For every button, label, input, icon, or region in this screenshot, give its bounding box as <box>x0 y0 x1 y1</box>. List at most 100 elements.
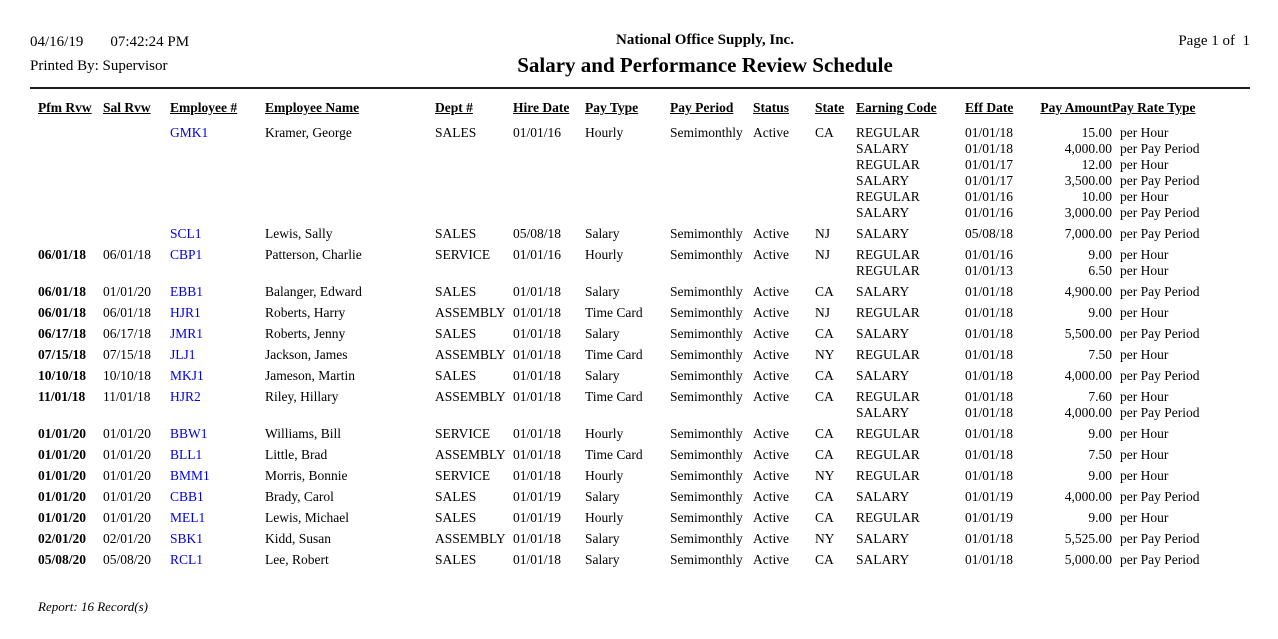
employee-id-link[interactable]: JMR1 <box>170 326 204 341</box>
employee-id-link[interactable]: SBK1 <box>170 531 204 546</box>
pfm-review-date <box>38 125 103 226</box>
pay-type: Salary <box>585 284 620 299</box>
schedule-table: Pfm Rvw Sal Rvw Employee # Employee Name Dep… <box>38 100 1242 573</box>
table-row: 06/01/18 01/01/20 EBB1 Balanger, Edward SALE… <box>38 284 1242 305</box>
earning-code: SALARY <box>856 205 910 220</box>
dept-number: SALES <box>435 125 477 140</box>
employee-id-link[interactable]: GMK1 <box>170 125 209 140</box>
employee-id-link[interactable]: JLJ1 <box>170 347 196 362</box>
pay-type: Salary <box>585 226 620 241</box>
earning-code-cell: REGULAR SALARY <box>856 389 965 426</box>
employee-name: Morris, Bonnie <box>265 468 348 483</box>
pfm-review-date: 01/01/20 <box>38 489 87 504</box>
earning-eff-date: 01/01/17 <box>965 173 1014 188</box>
earning-code-cell: SALARY <box>856 531 965 552</box>
pfm-review-date: 06/01/18 <box>38 305 87 320</box>
pfm-review-date: 05/08/20 <box>38 552 87 567</box>
dept-number: ASSEMBLY <box>435 389 506 404</box>
pay-type: Salary <box>585 552 620 567</box>
earning-code-cell: REGULAR <box>856 305 965 326</box>
pfm-review-date: 01/01/20 <box>38 447 87 462</box>
employee-id-link[interactable]: MEL1 <box>170 510 206 525</box>
state: NY <box>815 468 835 483</box>
column-header-label: Earning Code <box>856 100 937 115</box>
hire-date: 01/01/19 <box>513 510 562 525</box>
state: CA <box>815 510 834 525</box>
employee-id-link[interactable]: BBW1 <box>170 426 208 441</box>
earning-pay-rate-type: per Pay Period <box>1120 173 1200 188</box>
column-header-pfm-rvw: Pfm Rvw <box>38 100 103 125</box>
status: Active <box>753 531 789 546</box>
employee-id-link[interactable]: EBB1 <box>170 284 204 299</box>
pay-type: Salary <box>585 326 620 341</box>
earning-pay-rate-type-cell: per Pay Period <box>1112 368 1242 389</box>
employee-id-link[interactable]: BLL1 <box>170 447 203 462</box>
employee-id-link[interactable]: CBP1 <box>170 247 203 262</box>
employee-name: Roberts, Jenny <box>265 326 346 341</box>
pay-type: Salary <box>585 368 620 383</box>
earning-code: SALARY <box>856 141 910 156</box>
earning-pay-rate-type: per Pay Period <box>1120 226 1200 241</box>
employee-name: Lee, Robert <box>265 552 329 567</box>
pay-type: Time Card <box>585 447 643 462</box>
earning-pay-amount-cell: 9.00 <box>1035 510 1112 531</box>
table-row: 01/01/20 01/01/20 BBW1 Williams, Bill SERVIC… <box>38 426 1242 447</box>
earning-pay-rate-type-cell: per Hour <box>1112 426 1242 447</box>
report-title: Salary and Performance Review Schedule <box>517 53 893 77</box>
earning-pay-amount: 5,525.00 <box>1064 531 1112 546</box>
earning-pay-amount-cell: 7.50 <box>1035 447 1112 468</box>
earning-pay-rate-type-cell: per Hour per Hour <box>1112 247 1242 284</box>
employee-id-link[interactable]: BMM1 <box>170 468 210 483</box>
earning-code: SALARY <box>856 226 910 241</box>
pay-type: Salary <box>585 531 620 546</box>
earning-eff-date: 01/01/18 <box>965 426 1014 441</box>
earning-eff-date: 01/01/18 <box>965 305 1014 320</box>
earning-eff-date-cell: 01/01/18 <box>965 326 1035 347</box>
earning-pay-amount-cell: 7.60 4,000.00 <box>1035 389 1112 426</box>
column-header-label: State <box>815 100 845 115</box>
employee-id-link[interactable]: HJR1 <box>170 305 201 320</box>
pfm-review-date <box>38 226 103 247</box>
earning-pay-amount: 4,900.00 <box>1064 284 1112 299</box>
earning-pay-rate-type-cell: per Pay Period <box>1112 326 1242 347</box>
employee-id-link[interactable]: SCL1 <box>170 226 202 241</box>
earning-eff-date: 01/01/19 <box>965 510 1014 525</box>
earning-pay-amount-cell: 4,900.00 <box>1035 284 1112 305</box>
earning-pay-amount: 9.00 <box>1088 426 1112 441</box>
sal-review-date: 11/01/18 <box>103 389 151 404</box>
employee-id-link[interactable]: RCL1 <box>170 552 204 567</box>
earning-pay-rate-type-cell: per Hour <box>1112 347 1242 368</box>
column-header-label: Status <box>753 100 790 115</box>
dept-number: SALES <box>435 226 477 241</box>
state: CA <box>815 389 834 404</box>
pay-type: Hourly <box>585 247 624 262</box>
earning-code-cell: SALARY <box>856 368 965 389</box>
earning-code: REGULAR <box>856 305 920 320</box>
column-header-status: Status <box>753 100 815 125</box>
earning-pay-amount-cell: 4,000.00 <box>1035 368 1112 389</box>
pay-period: Semimonthly <box>670 226 743 241</box>
employee-id-link[interactable]: CBB1 <box>170 489 204 504</box>
sal-review-date: 01/01/20 <box>103 284 152 299</box>
state: CA <box>815 326 834 341</box>
earning-eff-date: 01/01/18 <box>965 347 1014 362</box>
employee-id-link[interactable]: MKJ1 <box>170 368 204 383</box>
pay-period: Semimonthly <box>670 368 743 383</box>
earning-eff-date: 01/01/18 <box>965 326 1014 341</box>
earning-code-cell: REGULAR <box>856 468 965 489</box>
earning-code: REGULAR <box>856 347 920 362</box>
employee-name: Brady, Carol <box>265 489 334 504</box>
table-row: 01/01/20 01/01/20 CBB1 Brady, Carol SALES 01/… <box>38 489 1242 510</box>
employee-id-link[interactable]: HJR2 <box>170 389 201 404</box>
column-header-earning-code: Earning Code <box>856 100 965 125</box>
earning-code: REGULAR <box>856 189 920 204</box>
earning-pay-amount: 4,000.00 <box>1064 141 1112 156</box>
earning-eff-date-cell: 01/01/18 <box>965 447 1035 468</box>
earning-eff-date: 01/01/18 <box>965 389 1014 404</box>
sal-review-date: 02/01/20 <box>103 531 152 546</box>
earning-eff-date-cell: 01/01/18 01/01/18 01/01/17 01/01/17 01/01/16… <box>965 125 1035 226</box>
earning-eff-date: 01/01/18 <box>965 125 1014 140</box>
table-row: 06/01/18 06/01/18 CBP1 Patterson, Charlie SE… <box>38 247 1242 284</box>
state: CA <box>815 368 834 383</box>
